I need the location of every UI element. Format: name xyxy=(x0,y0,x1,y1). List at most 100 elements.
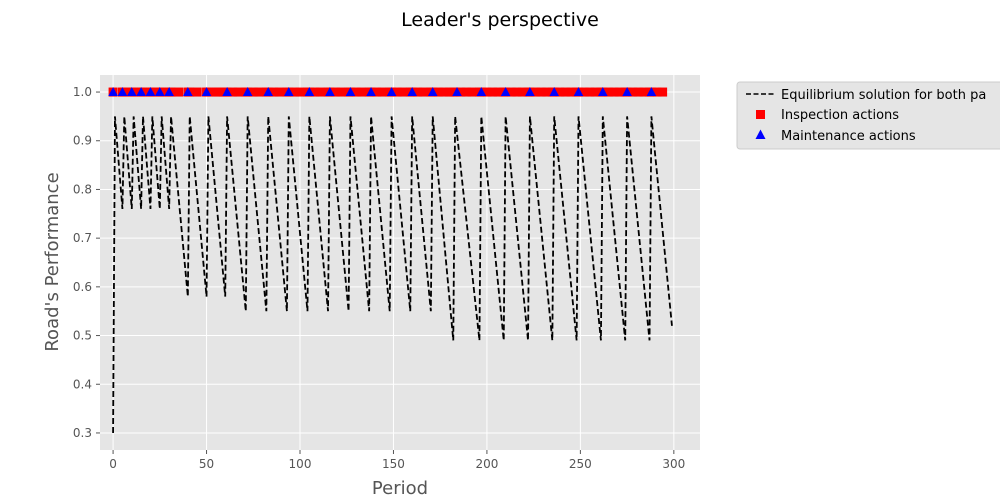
inspection-point xyxy=(531,87,541,97)
x-tick-label: 0 xyxy=(109,457,117,471)
inspection-point xyxy=(192,87,202,97)
inspection-point xyxy=(512,87,522,97)
inspection-point xyxy=(254,87,264,97)
legend-triangle-swatch xyxy=(755,129,766,139)
inspection-point xyxy=(289,87,299,97)
inspection-point xyxy=(506,87,516,97)
maintenance-point xyxy=(366,87,376,97)
maintenance-point xyxy=(598,87,608,97)
maintenance-point xyxy=(622,87,632,97)
y-tick-label: 0.3 xyxy=(73,426,92,440)
legend: Equilibrium solution for both pa Inspect… xyxy=(736,81,1000,150)
x-axis-ticks: 0 50 100 150 200 250 300 xyxy=(109,450,685,471)
inspection-point xyxy=(482,87,492,97)
y-tick-label: 0.9 xyxy=(73,134,92,148)
inspection-point xyxy=(456,87,466,97)
legend-label-inspection: Inspection actions xyxy=(781,108,899,123)
inspection-point xyxy=(174,87,184,97)
inspection-point xyxy=(555,87,565,97)
maintenance-point xyxy=(136,87,146,97)
maintenance-point xyxy=(117,87,128,97)
inspection-point xyxy=(536,87,546,97)
maintenance-point xyxy=(325,87,335,97)
maintenance-point xyxy=(525,87,535,97)
inspection-point xyxy=(517,87,527,97)
maintenance-point xyxy=(549,87,560,97)
inspection-point xyxy=(590,87,600,97)
x-tick-label: 150 xyxy=(382,457,405,471)
maintenance-point xyxy=(386,87,397,97)
x-tick-label: 250 xyxy=(569,457,592,471)
marker-layer xyxy=(108,87,668,97)
x-axis-label: Period xyxy=(372,478,428,499)
maintenance-point xyxy=(452,87,462,97)
inspection-point xyxy=(418,87,428,97)
maintenance-point xyxy=(476,87,487,97)
inspection-point xyxy=(392,87,402,97)
legend-box xyxy=(736,81,1000,150)
inspection-point xyxy=(652,87,662,97)
inspection-point xyxy=(233,87,243,97)
line-layer xyxy=(112,116,673,433)
maintenance-point xyxy=(345,87,356,97)
inspection-point xyxy=(560,87,570,97)
maintenance-point xyxy=(304,87,315,97)
inspection-point xyxy=(295,87,305,97)
inspection-point xyxy=(585,87,595,97)
inspection-point xyxy=(628,87,638,97)
inspection-point xyxy=(351,87,361,97)
y-tick-label: 0.4 xyxy=(73,377,92,391)
maintenance-point xyxy=(155,87,165,97)
inspection-point xyxy=(316,87,326,97)
plot-area xyxy=(100,75,700,450)
y-tick-label: 0.8 xyxy=(73,182,92,196)
y-tick-label: 1.0 xyxy=(73,85,92,99)
maintenance-point xyxy=(183,87,193,97)
inspection-point xyxy=(269,87,279,97)
y-tick-label: 0.6 xyxy=(73,280,92,294)
maintenance-point xyxy=(126,87,137,97)
x-tick-label: 50 xyxy=(199,457,214,471)
series-line-equilibrium xyxy=(112,116,673,433)
maintenance-point xyxy=(201,87,212,97)
inspection-point xyxy=(336,87,346,97)
inspection-point xyxy=(467,87,477,97)
maintenance-point xyxy=(242,87,253,97)
maintenance-point xyxy=(164,87,174,97)
maintenance-point xyxy=(108,87,118,97)
x-tick-label: 300 xyxy=(662,457,685,471)
inspection-point xyxy=(372,87,382,97)
inspection-point xyxy=(213,87,223,97)
inspection-point xyxy=(433,87,443,97)
inspection-point xyxy=(248,87,258,97)
inspection-point xyxy=(228,87,238,97)
maintenance-point xyxy=(283,87,294,97)
inspection-point xyxy=(615,87,625,97)
legend-label-equilibrium: Equilibrium solution for both pa xyxy=(781,88,986,103)
x-tick-label: 200 xyxy=(475,457,498,471)
y-tick-label: 0.7 xyxy=(73,231,92,245)
inspection-point xyxy=(377,87,387,97)
maintenance-point xyxy=(407,87,417,97)
inspection-point xyxy=(658,87,668,97)
inspection-point xyxy=(633,87,643,97)
maintenance-point xyxy=(646,87,657,97)
legend-label-maintenance: Maintenance actions xyxy=(781,129,916,144)
inspection-point xyxy=(274,87,284,97)
maintenance-point xyxy=(427,87,438,97)
maintenance-point xyxy=(222,87,232,97)
inspection-point xyxy=(609,87,619,97)
inspection-point xyxy=(310,87,320,97)
x-tick-label: 100 xyxy=(289,457,312,471)
inspection-point xyxy=(566,87,576,97)
inspection-point xyxy=(398,87,408,97)
chart-title: Leader's perspective xyxy=(401,9,599,31)
inspection-point xyxy=(331,87,341,97)
inspection-point xyxy=(542,87,552,97)
maintenance-point xyxy=(263,87,274,97)
inspection-point xyxy=(439,87,449,97)
inspection-point xyxy=(603,87,613,97)
y-axis-ticks: 0.3 0.4 0.5 0.6 0.7 0.8 0.9 1.0 xyxy=(73,85,100,440)
inspection-point xyxy=(488,87,498,97)
